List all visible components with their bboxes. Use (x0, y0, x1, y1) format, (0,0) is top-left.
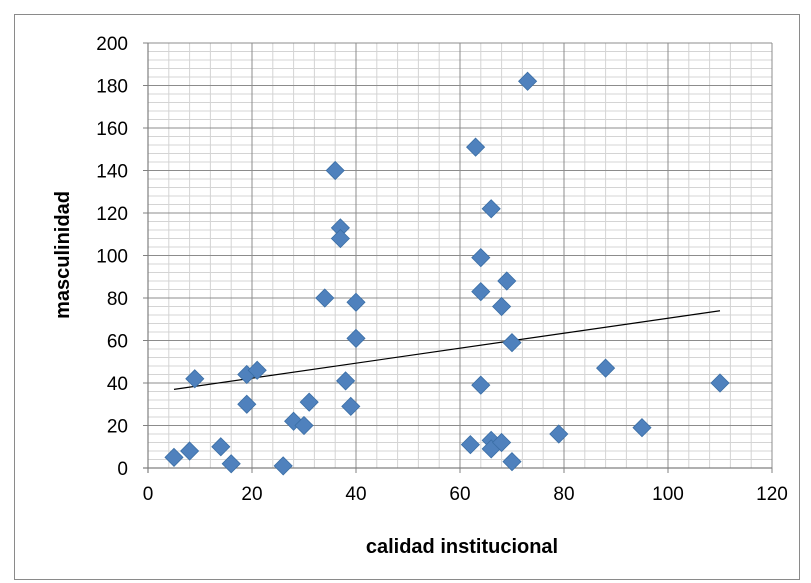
chart-frame (14, 14, 800, 580)
data-point (460, 435, 480, 455)
data-point (294, 415, 314, 436)
tick-labels: 0 20 40 60 80 100 120 0 20 40 60 80 100 120 140 160 180 2… (96, 34, 788, 505)
y-tick-label: 140 (96, 162, 128, 183)
data-point (185, 369, 205, 389)
y-tick-label: 0 (117, 459, 128, 480)
data-point (471, 248, 491, 268)
y-tick-label: 20 (107, 417, 128, 438)
y-tick-label: 100 (96, 247, 128, 268)
trendline (173, 310, 721, 390)
data-point (497, 271, 517, 291)
data-point (341, 396, 361, 416)
y-tick-label: 40 (107, 374, 128, 395)
data-point (710, 373, 730, 393)
data-point (164, 447, 184, 467)
data-point (247, 360, 267, 380)
y-tick-label: 180 (96, 77, 128, 98)
y-tick-label: 120 (96, 204, 128, 225)
x-tick-label: 20 (241, 484, 262, 505)
data-point (273, 456, 293, 476)
data-point (481, 199, 501, 219)
x-tick-label: 60 (449, 484, 470, 505)
data-point (492, 432, 512, 453)
trendline-group (173, 310, 721, 390)
data-point (502, 452, 522, 472)
x-tick-label: 40 (345, 484, 366, 505)
data-point (471, 375, 491, 395)
data-point (325, 160, 345, 181)
data-points (164, 71, 730, 476)
x-tick-label: 120 (756, 484, 788, 505)
y-tick-label: 60 (107, 332, 128, 353)
x-tick-label: 0 (143, 484, 154, 505)
data-point (632, 418, 652, 438)
x-tick-label: 100 (652, 484, 684, 505)
y-tick-label: 200 (96, 34, 128, 55)
y-axis-title: masculinidad (52, 191, 74, 319)
data-point (330, 228, 350, 249)
data-point (471, 282, 491, 302)
data-point (315, 288, 335, 308)
data-point (549, 424, 569, 444)
data-point (346, 328, 366, 348)
data-point (237, 394, 257, 414)
data-point (502, 333, 522, 353)
data-point (346, 292, 366, 312)
x-tick-label: 80 (553, 484, 574, 505)
data-point (596, 358, 616, 378)
data-point (466, 137, 486, 157)
data-point (211, 437, 231, 457)
data-point (299, 392, 319, 412)
data-point (221, 454, 241, 474)
x-axis-title: calidad institucional (366, 536, 558, 558)
y-tick-label: 80 (107, 289, 128, 310)
axes (143, 42, 773, 473)
data-point (492, 296, 512, 317)
data-point (518, 71, 538, 91)
data-point (336, 371, 356, 391)
data-point (180, 441, 200, 461)
y-tick-label: 160 (96, 119, 128, 140)
